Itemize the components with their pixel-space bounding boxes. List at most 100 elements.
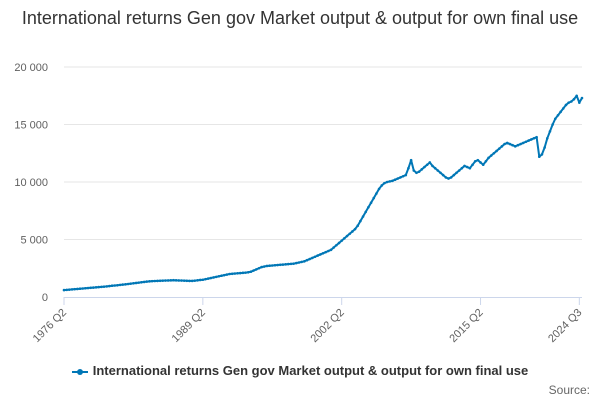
data-point[interactable] — [137, 281, 141, 284]
data-point[interactable] — [439, 171, 442, 175]
data-point[interactable] — [359, 219, 362, 223]
data-point[interactable] — [70, 288, 74, 291]
data-point[interactable] — [286, 262, 290, 266]
data-point[interactable] — [297, 261, 301, 264]
data-point[interactable] — [428, 161, 432, 164]
data-point[interactable] — [465, 165, 469, 169]
data-point[interactable] — [444, 176, 448, 179]
data-point[interactable] — [455, 171, 458, 175]
data-point[interactable] — [332, 246, 335, 249]
data-point[interactable] — [126, 282, 130, 286]
data-point[interactable] — [425, 163, 429, 167]
data-point[interactable] — [276, 263, 279, 267]
data-point[interactable] — [268, 264, 271, 268]
data-point[interactable] — [110, 284, 114, 288]
data-point[interactable] — [407, 166, 410, 170]
data-point[interactable] — [190, 279, 194, 283]
data-point[interactable] — [578, 101, 581, 104]
data-point[interactable] — [158, 279, 162, 283]
data-point[interactable] — [503, 142, 506, 146]
data-point[interactable] — [222, 273, 226, 277]
data-point[interactable] — [492, 151, 496, 155]
data-point[interactable] — [148, 280, 151, 283]
data-point[interactable] — [545, 137, 549, 140]
data-point[interactable] — [238, 271, 242, 275]
data-point[interactable] — [265, 264, 269, 268]
data-point[interactable] — [399, 176, 402, 179]
data-point[interactable] — [449, 176, 453, 179]
data-point[interactable] — [262, 265, 266, 268]
data-point[interactable] — [132, 282, 135, 285]
data-point[interactable] — [479, 161, 482, 164]
data-point[interactable] — [230, 272, 234, 276]
data-point[interactable] — [537, 155, 541, 158]
data-point[interactable] — [524, 140, 528, 144]
data-point[interactable] — [361, 215, 365, 218]
data-point[interactable] — [356, 224, 360, 227]
data-point[interactable] — [353, 227, 357, 231]
data-point[interactable] — [463, 164, 466, 168]
data-point[interactable] — [84, 286, 87, 290]
data-point[interactable] — [270, 264, 274, 267]
data-point[interactable] — [487, 156, 490, 160]
data-point[interactable] — [562, 107, 565, 110]
data-point[interactable] — [217, 275, 221, 278]
data-point[interactable] — [532, 137, 536, 140]
data-point[interactable] — [516, 143, 520, 147]
data-point[interactable] — [473, 160, 477, 163]
data-point[interactable] — [308, 257, 311, 261]
data-point[interactable] — [327, 249, 330, 253]
data-point[interactable] — [468, 166, 472, 170]
data-point[interactable] — [412, 169, 416, 172]
data-point[interactable] — [164, 279, 167, 282]
data-point[interactable] — [380, 184, 384, 187]
data-point[interactable] — [375, 192, 378, 195]
data-point[interactable] — [196, 279, 199, 282]
data-point[interactable] — [460, 166, 464, 170]
data-point[interactable] — [100, 285, 103, 289]
data-point[interactable] — [169, 279, 173, 282]
data-point[interactable] — [340, 239, 343, 242]
data-point[interactable] — [89, 286, 92, 290]
data-point[interactable] — [121, 283, 125, 286]
data-point[interactable] — [228, 272, 231, 276]
data-point[interactable] — [372, 196, 376, 200]
data-point[interactable] — [254, 268, 258, 271]
data-point[interactable] — [319, 253, 322, 256]
data-point[interactable] — [415, 171, 418, 175]
data-point[interactable] — [417, 170, 421, 173]
data-point[interactable] — [423, 165, 426, 169]
data-point[interactable] — [281, 263, 285, 266]
data-point[interactable] — [476, 158, 480, 162]
data-point[interactable] — [345, 234, 349, 238]
data-point[interactable] — [209, 276, 213, 280]
data-point[interactable] — [497, 147, 501, 150]
data-point[interactable] — [145, 280, 149, 283]
legend[interactable]: International returns Gen gov Market out… — [0, 363, 600, 378]
data-point[interactable] — [150, 279, 154, 283]
data-point[interactable] — [321, 252, 325, 255]
data-point[interactable] — [367, 206, 370, 209]
data-point[interactable] — [559, 110, 562, 114]
data-point[interactable] — [225, 273, 229, 276]
data-point[interactable] — [324, 250, 327, 254]
data-point[interactable] — [180, 279, 183, 282]
data-point[interactable] — [508, 142, 512, 146]
data-point[interactable] — [68, 288, 71, 291]
data-point[interactable] — [257, 266, 261, 270]
data-point[interactable] — [260, 265, 263, 269]
data-point[interactable] — [311, 256, 314, 260]
data-point[interactable] — [249, 270, 253, 274]
data-point[interactable] — [377, 187, 381, 191]
data-point[interactable] — [316, 254, 319, 257]
data-point[interactable] — [540, 153, 544, 156]
data-point[interactable] — [142, 280, 146, 284]
data-point[interactable] — [388, 180, 392, 183]
data-point[interactable] — [198, 278, 202, 282]
data-point[interactable] — [481, 163, 485, 167]
data-point[interactable] — [73, 287, 76, 291]
data-point[interactable] — [188, 279, 191, 283]
data-point[interactable] — [409, 158, 413, 162]
data-point[interactable] — [401, 174, 405, 178]
data-point[interactable] — [156, 279, 159, 283]
